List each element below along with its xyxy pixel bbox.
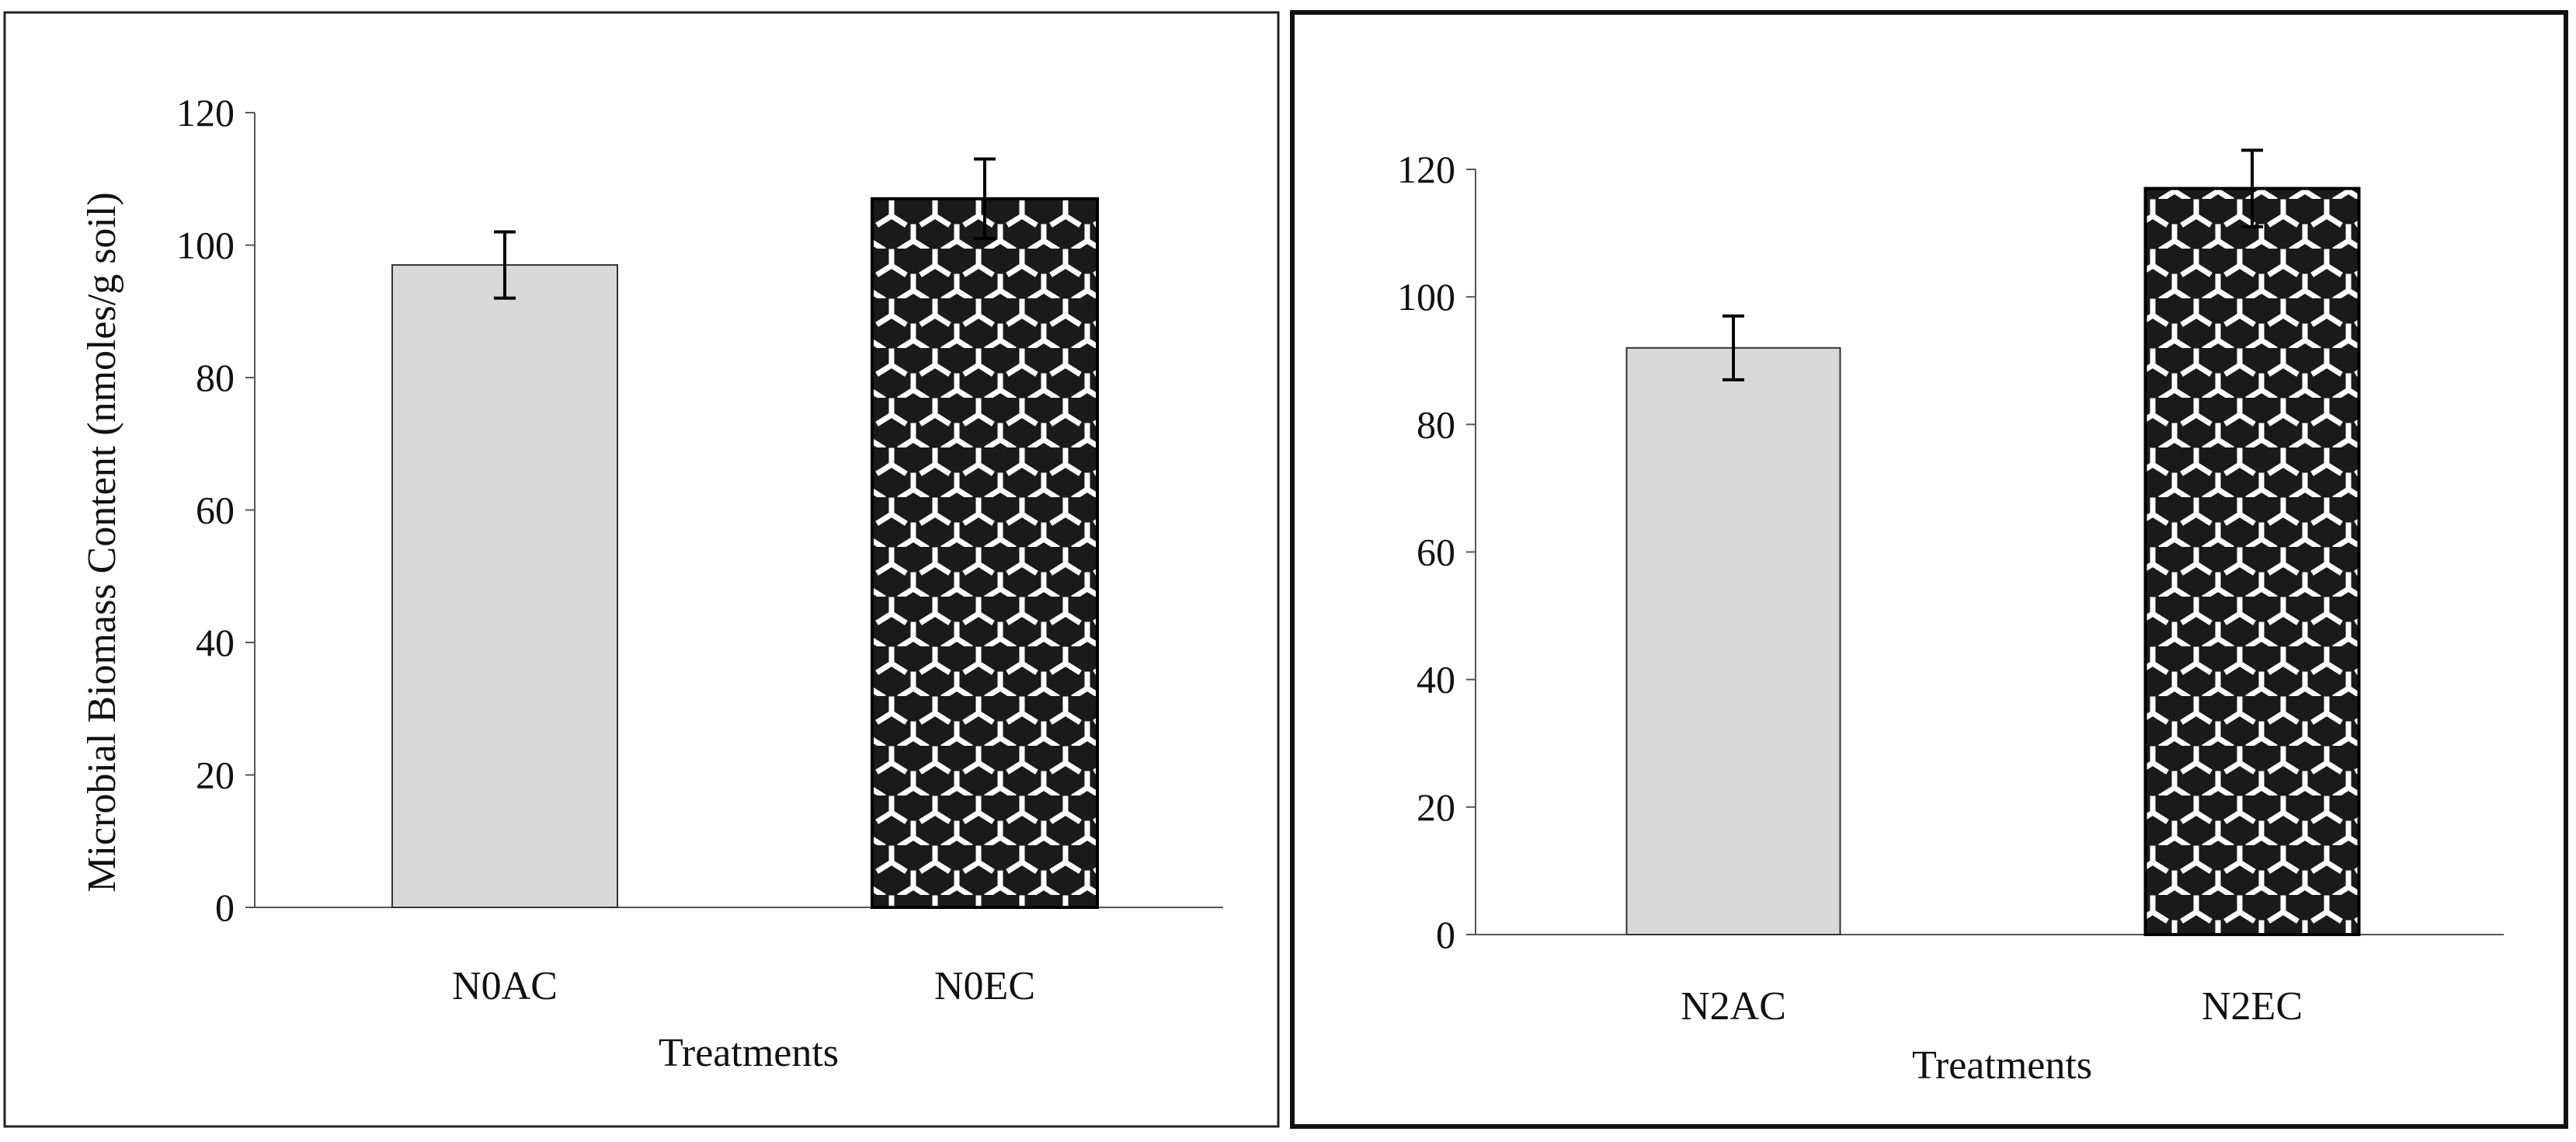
y-tick-label: 80 <box>1417 402 1455 446</box>
chart-panel-right: 0 20 40 60 80 100 120 N2AC N2EC Treatments <box>1290 10 2568 1129</box>
y-tick-label: 100 <box>176 224 235 267</box>
category-label: N0EC <box>934 964 1035 1008</box>
bar-n0ac <box>391 264 618 908</box>
chart-panel-left: 0 20 40 60 80 100 120 N0AC N0EC Microbial Bioma… <box>3 11 1280 1128</box>
panel-frame <box>1290 10 2568 1129</box>
error-bar <box>2241 148 2263 228</box>
category-label: N2AC <box>1681 984 1786 1029</box>
bar-n2ac <box>1625 346 1841 936</box>
y-tick-label: 80 <box>196 356 235 399</box>
y-tick-label: 20 <box>1417 785 1455 829</box>
y-tick-label: 0 <box>215 886 235 929</box>
y-tick-label: 40 <box>1417 658 1455 702</box>
category-label: N2EC <box>2202 984 2303 1029</box>
category-label: N0AC <box>452 964 558 1008</box>
error-bar <box>1723 314 1744 381</box>
y-tick-label: 60 <box>196 489 235 532</box>
bar-n0ec <box>871 197 1099 909</box>
y-tick-label: 120 <box>1397 148 1455 191</box>
bar-n2ec <box>2143 186 2361 936</box>
y-tick-label: 0 <box>1436 913 1455 956</box>
error-bar <box>494 230 516 300</box>
y-tick-label: 100 <box>1397 275 1455 319</box>
y-tick-label: 60 <box>1417 531 1455 574</box>
error-bar <box>974 157 996 240</box>
y-tick-label: 20 <box>196 754 235 797</box>
bars: N2AC N2EC <box>1625 148 2361 1029</box>
bars: N0AC N0EC <box>391 157 1099 1008</box>
y-tick-label: 120 <box>176 91 235 134</box>
x-axis-title: Treatments <box>659 1031 839 1075</box>
y-axis-title: Microbial Biomass Content (nmoles/g soil… <box>80 192 124 892</box>
y-tick-label: 40 <box>196 621 235 664</box>
x-axis-title: Treatments <box>1912 1043 2092 1088</box>
